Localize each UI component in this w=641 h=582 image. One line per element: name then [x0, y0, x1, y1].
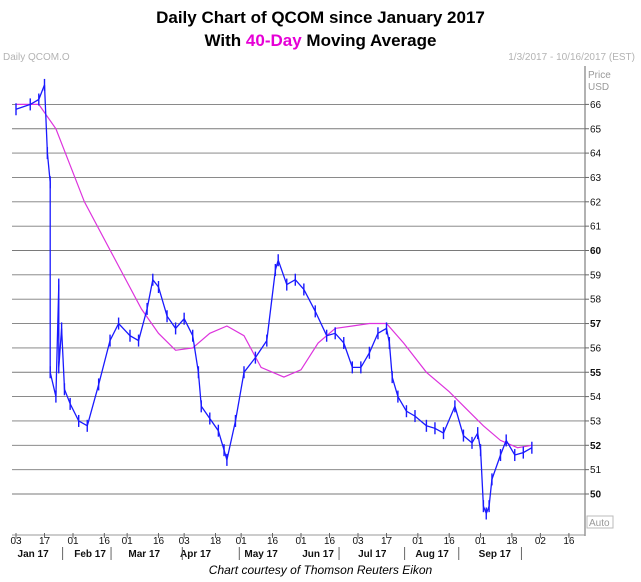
- gridlines: [12, 66, 586, 536]
- y-tick-label: 50: [590, 490, 602, 501]
- y-tick-label: 56: [590, 343, 602, 354]
- x-tick-label: 01: [412, 536, 424, 547]
- symbol-label: Daily QCOM.O: [3, 52, 70, 63]
- subtitle-accent: 40-Day: [245, 31, 302, 50]
- y-tick-label: 51: [590, 465, 602, 476]
- y-tick-label: 66: [590, 100, 602, 111]
- x-tick-label: 17: [381, 536, 393, 547]
- y-tick-label: 59: [590, 270, 602, 281]
- y-tick-label: 63: [590, 173, 602, 184]
- x-tick-label: 16: [324, 536, 336, 547]
- x-tick-label: 16: [99, 536, 111, 547]
- auto-scale-label: Auto: [589, 518, 610, 529]
- x-tick-label: 03: [179, 536, 191, 547]
- x-month-label: Apr 17: [180, 549, 212, 560]
- subtitle-prefix: With: [204, 31, 246, 50]
- x-tick-label: 01: [295, 536, 307, 547]
- chart-title: Daily Chart of QCOM since January 2017: [156, 8, 485, 27]
- y-tick-label: 64: [590, 149, 602, 160]
- y-unit-label: USD: [588, 82, 609, 93]
- x-tick-label: 16: [267, 536, 279, 547]
- price-chart: 50 51 52 53 54 55 56 57 58 59 60 61 62 63 64 65 66 PriceU…: [10, 66, 614, 560]
- chart-subtitle: With 40-Day Moving Average: [0, 31, 641, 51]
- x-tick-label: 02: [535, 536, 547, 547]
- subtitle-suffix: Moving Average: [301, 31, 437, 50]
- date-range-label: 1/3/2017 - 10/16/2017 (EST): [508, 52, 635, 63]
- x-month-label: Sep 17: [479, 549, 512, 560]
- y-tick-label: 52: [590, 441, 602, 452]
- x-month-label: Aug 17: [415, 549, 449, 560]
- y-tick-label: 65: [590, 124, 602, 135]
- moving-average-line: [16, 103, 532, 449]
- auto-scale-box: [586, 515, 614, 529]
- y-axis: 50 51 52 53 54 55 56 57 58 59 60 61 62 63 64 65 66 PriceU…: [585, 70, 614, 529]
- x-tick-label: 03: [10, 536, 22, 547]
- y-tick-label: 60: [590, 246, 602, 257]
- y-tick-label: 55: [590, 368, 602, 379]
- x-month-label: Mar 17: [128, 549, 160, 560]
- y-tick-label: 62: [590, 197, 602, 208]
- x-tick-label: 01: [475, 536, 487, 547]
- y-tick-label: 61: [590, 222, 602, 233]
- x-tick-label: 16: [563, 536, 575, 547]
- x-month-label: Feb 17: [74, 549, 106, 560]
- chart-credit: Chart courtesy of Thomson Reuters Eikon: [208, 563, 433, 577]
- x-tick-label: 18: [506, 536, 518, 547]
- y-tick-label: 53: [590, 416, 602, 427]
- y-tick-label: 58: [590, 295, 602, 306]
- x-month-label: May 17: [244, 549, 278, 560]
- x-tick-label: 01: [236, 536, 248, 547]
- x-tick-label: 03: [352, 536, 364, 547]
- y-tick-label: 54: [590, 392, 602, 403]
- series-layer: [15, 78, 533, 520]
- x-month-label: Jul 17: [358, 549, 387, 560]
- x-tick-label: 16: [153, 536, 165, 547]
- x-axis: 03 17 01 16 01 16 03 18 01 16 01 16 03 17 01 16 01 18 02 16…: [10, 533, 575, 560]
- x-month-label: Jun 17: [302, 549, 334, 560]
- x-tick-label: 01: [67, 536, 79, 547]
- x-tick-label: 01: [122, 536, 134, 547]
- x-tick-label: 17: [39, 536, 51, 547]
- x-month-label: Jan 17: [18, 549, 50, 560]
- x-tick-label: 16: [444, 536, 456, 547]
- x-tick-label: 18: [210, 536, 222, 547]
- y-unit-label: Price: [588, 70, 611, 81]
- y-tick-label: 57: [590, 319, 602, 330]
